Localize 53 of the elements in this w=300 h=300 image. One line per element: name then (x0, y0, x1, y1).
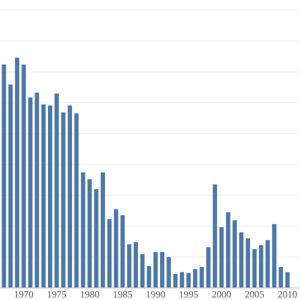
bar (134, 242, 138, 288)
bar (246, 238, 250, 288)
bar (61, 112, 66, 288)
bar (239, 232, 244, 288)
x-tick-label: 1990 (146, 291, 165, 298)
x-tick-label: 2010 (278, 291, 297, 298)
bar (266, 240, 270, 288)
bar (140, 254, 145, 288)
bar (252, 249, 257, 288)
bar (232, 220, 237, 288)
bar (48, 106, 52, 288)
bar (127, 244, 132, 288)
bar (219, 227, 224, 288)
x-tick-label: 1975 (48, 291, 66, 298)
bar (107, 219, 112, 288)
bar (120, 215, 125, 288)
x-tick-label: 2000 (212, 291, 231, 298)
bar (15, 58, 20, 288)
bar (54, 94, 59, 288)
bar (226, 212, 230, 288)
bar (160, 252, 164, 288)
bar (2, 64, 6, 288)
bar (193, 269, 198, 288)
bar (146, 266, 152, 288)
x-tick-label: 2005 (245, 291, 264, 298)
bar (80, 172, 86, 288)
bar (278, 267, 284, 288)
bar (258, 245, 264, 288)
bar (200, 267, 204, 288)
bar (94, 189, 98, 288)
bar (285, 272, 290, 288)
bar (34, 92, 40, 288)
bar (206, 247, 210, 288)
bar (28, 97, 32, 288)
bar (68, 106, 72, 288)
x-tick-label: 1995 (180, 291, 198, 298)
bar (153, 252, 158, 288)
bar (88, 179, 92, 288)
bar (186, 273, 191, 288)
x-tick-label: 1970 (14, 291, 34, 298)
bar (41, 104, 46, 288)
bar (100, 172, 105, 288)
bar (272, 224, 276, 288)
bar (114, 209, 118, 288)
bar (8, 84, 13, 288)
bar (166, 257, 171, 288)
x-tick-label: 1980 (80, 291, 100, 298)
x-tick-label: 1985 (114, 291, 132, 298)
bar (212, 184, 218, 288)
bar (74, 113, 79, 288)
bar (180, 272, 184, 288)
bar (22, 64, 26, 288)
bar (173, 274, 178, 288)
